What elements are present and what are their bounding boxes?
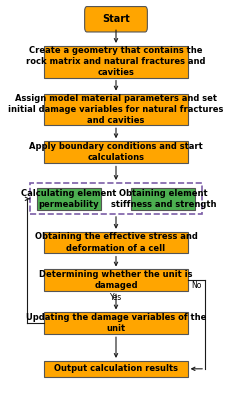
Text: Create a geometry that contains the
rock matrix and natural fractures and
caviti: Create a geometry that contains the rock…: [26, 46, 205, 77]
FancyBboxPatch shape: [84, 6, 147, 32]
Bar: [30, 183, 201, 214]
FancyBboxPatch shape: [44, 46, 187, 78]
FancyBboxPatch shape: [44, 269, 187, 291]
Text: Apply boundary conditions and start
calculations: Apply boundary conditions and start calc…: [29, 142, 202, 162]
Text: Updating the damage variables of the
unit: Updating the damage variables of the uni…: [26, 313, 205, 333]
Text: Obtaining element
stiffness and strength: Obtaining element stiffness and strength: [110, 189, 215, 209]
FancyBboxPatch shape: [44, 361, 187, 377]
FancyBboxPatch shape: [131, 188, 195, 210]
FancyBboxPatch shape: [44, 312, 187, 334]
Text: No: No: [190, 281, 201, 290]
FancyBboxPatch shape: [36, 188, 100, 210]
Text: Obtaining the effective stress and
deformation of a cell: Obtaining the effective stress and defor…: [34, 232, 197, 252]
FancyBboxPatch shape: [44, 94, 187, 125]
Text: Determining whether the unit is
damaged: Determining whether the unit is damaged: [39, 270, 192, 290]
Text: Calculating element
permeability: Calculating element permeability: [21, 189, 116, 209]
FancyBboxPatch shape: [44, 232, 187, 254]
Text: Assign model material parameters and set
initial damage variables for natural fr: Assign model material parameters and set…: [8, 94, 223, 125]
Text: Output calculation results: Output calculation results: [54, 364, 177, 373]
Text: Yes: Yes: [109, 293, 122, 302]
Text: Start: Start: [102, 14, 129, 24]
FancyBboxPatch shape: [44, 142, 187, 163]
